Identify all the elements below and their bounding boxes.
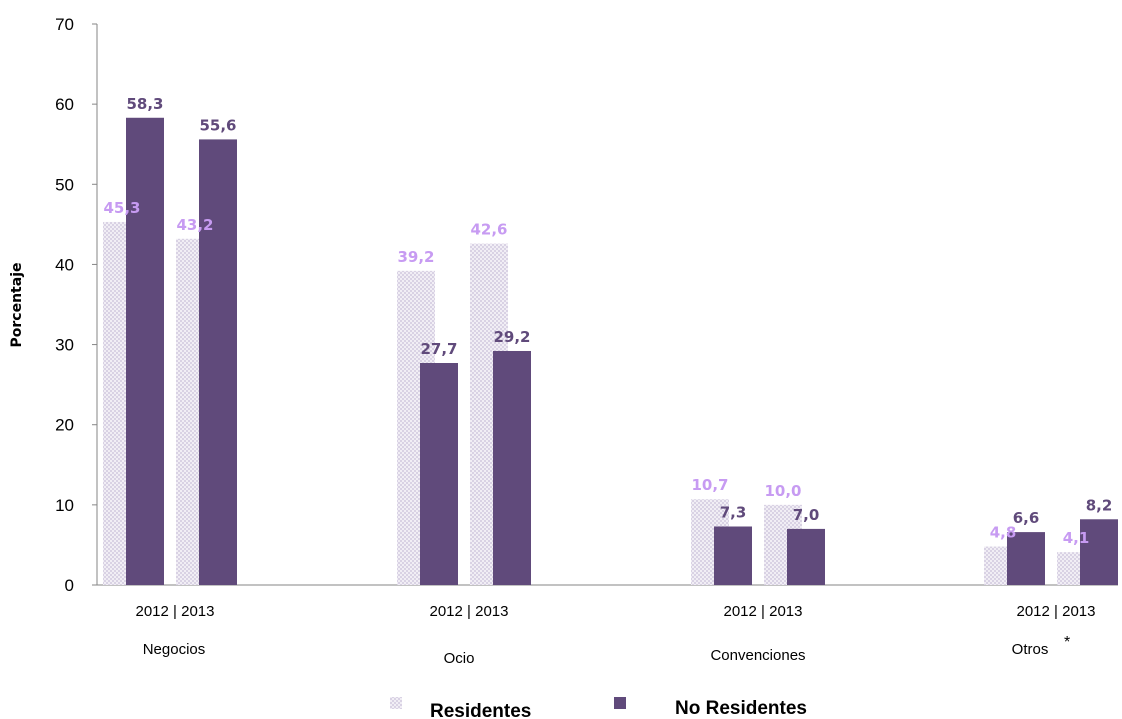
data-label-no-residentes: 27,7 bbox=[420, 340, 457, 358]
bar-no-residentes-2012 bbox=[126, 118, 164, 585]
y-axis-title: Porcentaje bbox=[9, 263, 25, 348]
x-category-label: Otros bbox=[1012, 641, 1049, 658]
data-label-residentes: 43,2 bbox=[176, 216, 213, 234]
legend-swatch-residentes bbox=[390, 697, 402, 709]
y-tick-label: 50 bbox=[55, 175, 74, 194]
labels: 45,3 58,3 43,2 55,6 2012 | 2013 Negocios 39,2 2… bbox=[103, 95, 1112, 667]
data-label-no-residentes: 7,3 bbox=[720, 503, 747, 521]
data-label-residentes: 39,2 bbox=[397, 248, 434, 266]
data-label-residentes: 45,3 bbox=[103, 199, 140, 217]
x-year-labels: 2012 | 2013 bbox=[430, 603, 509, 620]
legend: Residentes No Residentes bbox=[390, 697, 807, 719]
legend-label-residentes: Residentes bbox=[430, 701, 531, 719]
bars bbox=[103, 118, 1118, 585]
data-label-residentes: 10,7 bbox=[691, 476, 728, 494]
data-label-residentes: 4,1 bbox=[1063, 529, 1090, 547]
y-tick-label: 40 bbox=[55, 255, 74, 274]
data-label-no-residentes: 55,6 bbox=[199, 116, 236, 134]
data-label-no-residentes: 8,2 bbox=[1086, 496, 1113, 514]
x-category-label: Negocios bbox=[143, 641, 206, 658]
data-label-no-residentes: 29,2 bbox=[493, 328, 530, 346]
bar-no-residentes-2012 bbox=[420, 363, 458, 585]
x-category-label: Convenciones bbox=[710, 647, 805, 664]
y-tick-label: 0 bbox=[65, 576, 74, 595]
y-tick-label: 30 bbox=[55, 336, 74, 355]
data-label-no-residentes: 6,6 bbox=[1013, 509, 1040, 527]
x-year-labels: 2012 | 2013 bbox=[1017, 603, 1096, 620]
y-tick-label: 10 bbox=[55, 496, 74, 515]
legend-label-no-residentes: No Residentes bbox=[675, 698, 807, 719]
bar-no-residentes-2013 bbox=[787, 529, 825, 585]
x-year-labels: 2012 | 2013 bbox=[136, 603, 215, 620]
x-category-label: Ocio bbox=[444, 650, 475, 667]
bar-no-residentes-2012 bbox=[714, 526, 752, 585]
x-year-labels: 2012 | 2013 bbox=[724, 603, 803, 620]
legend-swatch-no-residentes bbox=[614, 697, 626, 709]
bar-no-residentes-2013 bbox=[199, 139, 237, 585]
footnote-asterisk: * bbox=[1064, 634, 1070, 651]
y-tick-label: 60 bbox=[55, 95, 74, 114]
bar-no-residentes-2013 bbox=[493, 351, 531, 585]
y-tick-label: 70 bbox=[55, 15, 74, 34]
data-label-no-residentes: 58,3 bbox=[126, 95, 163, 113]
data-label-residentes: 10,0 bbox=[764, 482, 801, 500]
data-label-residentes: 42,6 bbox=[470, 221, 507, 239]
data-label-no-residentes: 7,0 bbox=[793, 506, 820, 524]
y-tick-label: 20 bbox=[55, 416, 74, 435]
axes: 0 10 20 30 40 50 60 70 Porcentaje bbox=[9, 15, 1118, 595]
